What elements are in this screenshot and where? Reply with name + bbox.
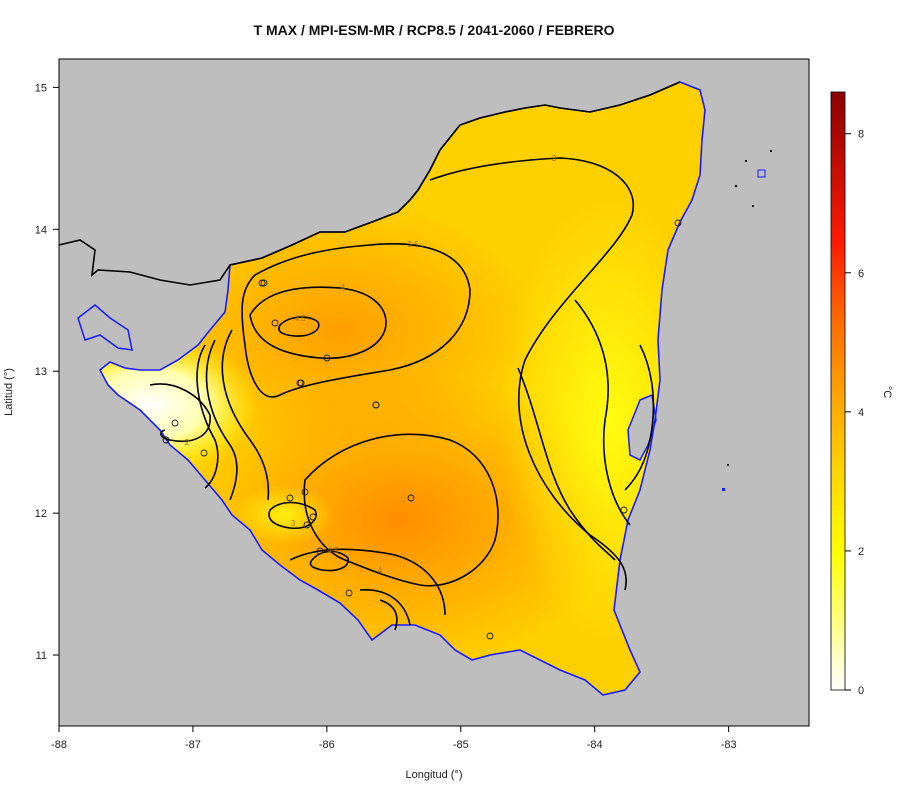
y-tick-label: 14 bbox=[35, 224, 47, 236]
caribbean-islands bbox=[722, 150, 772, 491]
contour-label-4: 4 bbox=[341, 283, 346, 292]
weather-stations bbox=[162, 219, 682, 640]
contour-west-3 bbox=[196, 344, 219, 489]
contour-label-group: 3 3.5 4 4.5 2 3 4.5 4 bbox=[185, 154, 557, 575]
station-marker bbox=[309, 513, 317, 521]
contour-west-1 bbox=[221, 329, 270, 501]
colorbar-tick-label: 8 bbox=[858, 129, 864, 141]
x-tick-label: -83 bbox=[721, 739, 737, 751]
station-marker bbox=[286, 494, 294, 502]
y-axis: 11 12 13 14 15 bbox=[35, 82, 59, 662]
x-tick-label: -84 bbox=[587, 739, 603, 751]
contour-label-2: 2 bbox=[185, 438, 190, 447]
contour-4-south bbox=[289, 548, 446, 616]
contour-lines bbox=[149, 157, 655, 631]
y-tick-label: 15 bbox=[35, 82, 47, 94]
contour-label-4-south: 4 bbox=[378, 566, 383, 575]
station-marker bbox=[301, 488, 309, 496]
station-marker bbox=[407, 494, 415, 502]
plot-frame bbox=[58, 58, 810, 727]
contour-south-2 bbox=[359, 589, 411, 626]
contour-4.5-north bbox=[278, 316, 320, 337]
y-tick-label: 13 bbox=[35, 366, 47, 378]
contour-label-3.5: 3.5 bbox=[407, 240, 419, 249]
y-axis-label: Latitud (°) bbox=[3, 368, 15, 416]
contour-3-south-small bbox=[268, 501, 317, 530]
x-tick-label: -88 bbox=[51, 739, 67, 751]
contour-south-3 bbox=[379, 599, 398, 631]
contour-label-4.5-south: 4.5 bbox=[327, 546, 339, 555]
colorbar-tick-label: 4 bbox=[858, 407, 864, 419]
station-marker bbox=[620, 506, 628, 514]
station-marker bbox=[171, 419, 179, 427]
contour-3.5-south bbox=[303, 433, 499, 587]
contour-east-3 bbox=[624, 344, 655, 491]
colorbar-unit: °C bbox=[881, 386, 893, 398]
contour-2 bbox=[149, 383, 211, 442]
colorbar-tick-label: 0 bbox=[858, 685, 864, 697]
contour-east-1 bbox=[517, 367, 616, 561]
station-marker bbox=[296, 379, 304, 387]
station-marker bbox=[162, 436, 170, 444]
contour-east-2 bbox=[574, 299, 631, 526]
colorbar-tick-label: 2 bbox=[858, 546, 864, 558]
contour-label-3-south: 3 bbox=[291, 519, 296, 528]
lake-managua bbox=[77, 304, 133, 351]
map-title: T MAX / MPI-ESM-MR / RCP8.5 / 2041-2060 … bbox=[254, 22, 615, 38]
station-marker bbox=[258, 279, 266, 287]
contour-3.5-north bbox=[241, 243, 471, 398]
station-marker bbox=[345, 589, 353, 597]
contour-label-3: 3 bbox=[552, 154, 557, 163]
colorbar-ticks: 0 2 4 6 8 bbox=[845, 129, 864, 697]
x-tick-label: -85 bbox=[453, 739, 469, 751]
x-axis-label: Longitud (°) bbox=[406, 769, 463, 781]
contour-4.5-south bbox=[309, 550, 349, 572]
y-tick-label: 11 bbox=[36, 650, 47, 662]
x-tick-label: -86 bbox=[319, 739, 335, 751]
station-marker bbox=[486, 632, 494, 640]
x-axis: -88 -87 -86 -85 -84 -83 bbox=[51, 726, 737, 751]
honduras-border bbox=[58, 81, 681, 286]
contour-4-north bbox=[249, 286, 387, 360]
contour-west-2 bbox=[205, 339, 238, 501]
station-marker bbox=[260, 279, 268, 287]
x-tick-label: -87 bbox=[185, 739, 201, 751]
pacific-ocean bbox=[59, 345, 665, 726]
station-marker bbox=[674, 219, 682, 227]
contour-label-4.5-north: 4.5 bbox=[294, 314, 306, 323]
station-marker bbox=[200, 449, 208, 457]
station-marker bbox=[271, 319, 279, 327]
colorbar bbox=[830, 91, 846, 691]
station-marker bbox=[303, 521, 311, 529]
station-marker bbox=[323, 354, 331, 362]
y-tick-label: 12 bbox=[35, 508, 47, 520]
station-marker bbox=[372, 401, 380, 409]
station-marker bbox=[316, 547, 324, 555]
colorbar-tick-label: 6 bbox=[858, 268, 864, 280]
